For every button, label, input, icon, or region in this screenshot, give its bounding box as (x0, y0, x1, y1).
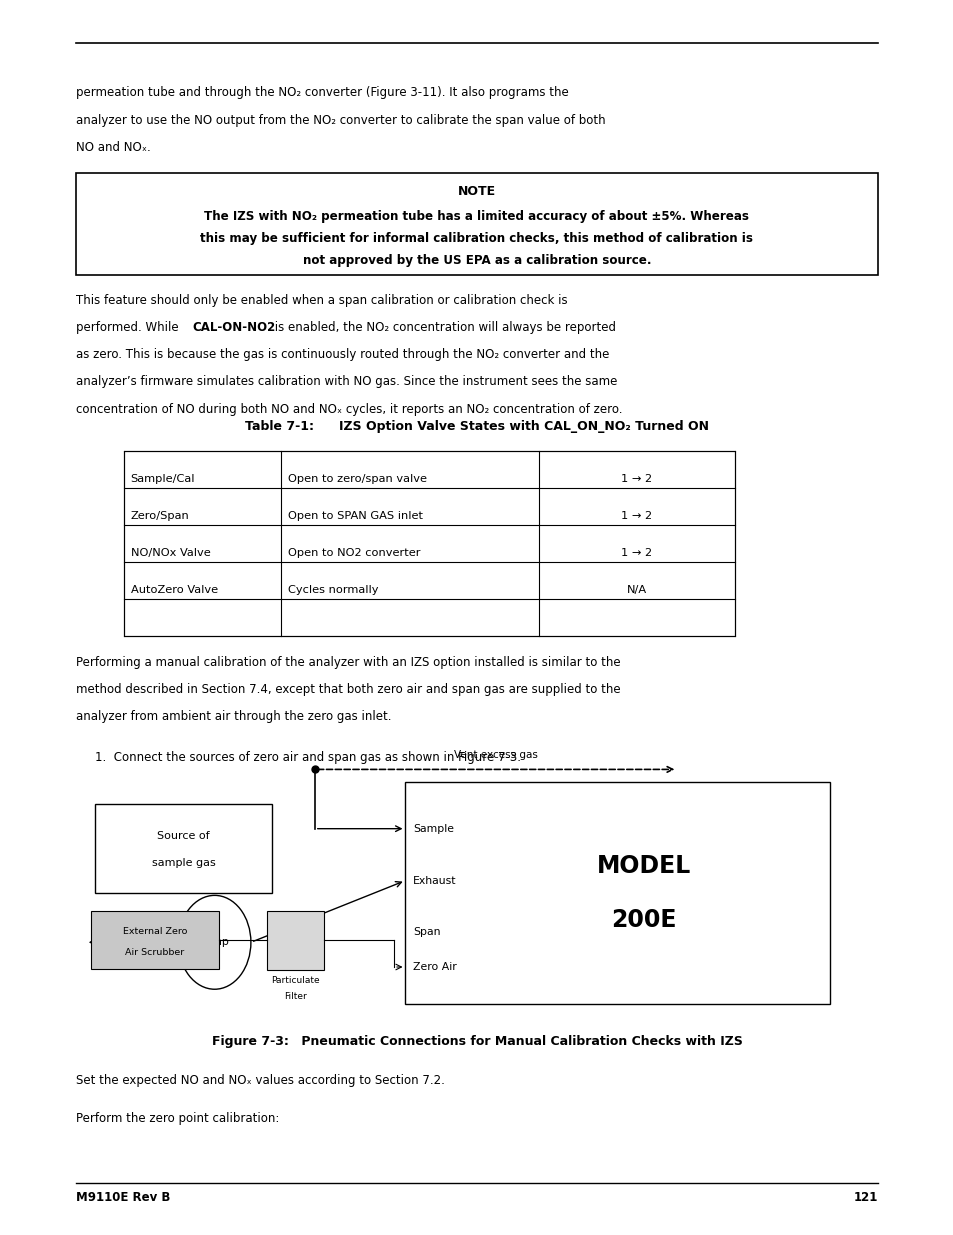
Text: Source of: Source of (157, 831, 210, 841)
Text: Span: Span (413, 927, 440, 937)
Text: This feature should only be enabled when a span calibration or calibration check: This feature should only be enabled when… (76, 294, 567, 308)
Text: Zero Air: Zero Air (413, 962, 456, 972)
Text: method described in Section 7.4, except that both zero air and span gas are supp: method described in Section 7.4, except … (76, 683, 620, 697)
Text: 121: 121 (852, 1191, 877, 1204)
Text: Open to NO2 converter: Open to NO2 converter (288, 547, 420, 558)
Text: Sample/Cal: Sample/Cal (131, 473, 195, 484)
Text: N/A: N/A (626, 584, 646, 595)
Text: Cycles normally: Cycles normally (288, 584, 378, 595)
Text: concentration of NO during both NO and NOₓ cycles, it reports an NO₂ concentrati: concentration of NO during both NO and N… (76, 403, 622, 416)
Text: Pump: Pump (199, 937, 230, 947)
Text: this may be sufficient for informal calibration checks, this method of calibrati: this may be sufficient for informal cali… (200, 232, 753, 246)
Text: Air Scrubber: Air Scrubber (125, 948, 185, 957)
Text: External Zero: External Zero (123, 927, 187, 936)
Text: sample gas: sample gas (152, 858, 215, 868)
Text: Sample: Sample (413, 824, 454, 834)
Text: NO and NOₓ.: NO and NOₓ. (76, 141, 151, 154)
Text: 1 → 2: 1 → 2 (620, 473, 652, 484)
Text: is enabled, the NO₂ concentration will always be reported: is enabled, the NO₂ concentration will a… (271, 321, 616, 335)
Text: MODEL: MODEL (597, 853, 690, 878)
Text: 200E: 200E (611, 908, 676, 932)
Text: Performing a manual calibration of the analyzer with an IZS option installed is : Performing a manual calibration of the a… (76, 656, 620, 669)
Text: Particulate: Particulate (272, 977, 319, 986)
Text: Exhaust: Exhaust (413, 876, 456, 885)
Text: not approved by the US EPA as a calibration source.: not approved by the US EPA as a calibrat… (302, 254, 651, 268)
Text: Perform the zero point calibration:: Perform the zero point calibration: (76, 1113, 279, 1125)
Text: 1.  Connect the sources of zero air and span gas as shown in Figure 7-3.: 1. Connect the sources of zero air and s… (95, 751, 521, 764)
Text: Table 7-1:  IZS Option Valve States with CAL_ON_NO₂ Turned ON: Table 7-1: IZS Option Valve States with … (245, 420, 708, 433)
Text: 1 → 2: 1 → 2 (620, 510, 652, 521)
Text: Figure 7-3: Pneumatic Connections for Manual Calibration Checks with IZS: Figure 7-3: Pneumatic Connections for Ma… (212, 1035, 741, 1049)
Text: analyzer to use the NO output from the NO₂ converter to calibrate the span value: analyzer to use the NO output from the N… (76, 114, 605, 127)
Text: analyzer from ambient air through the zero gas inlet.: analyzer from ambient air through the ze… (76, 710, 392, 724)
Bar (124, 451, 734, 636)
Text: M9110E Rev B: M9110E Rev B (76, 1191, 171, 1204)
Bar (405, 782, 829, 1004)
Text: Open to zero/span valve: Open to zero/span valve (288, 473, 427, 484)
Text: AutoZero Valve: AutoZero Valve (131, 584, 217, 595)
Text: permeation tube and through the NO₂ converter (Figure 3-11). It also programs th: permeation tube and through the NO₂ conv… (76, 86, 569, 100)
Text: analyzer’s firmware simulates calibration with NO gas. Since the instrument sees: analyzer’s firmware simulates calibratio… (76, 375, 617, 389)
Bar (95, 804, 272, 893)
Text: CAL-ON-NO2: CAL-ON-NO2 (193, 321, 275, 335)
Text: Filter: Filter (284, 993, 307, 1002)
Text: 1 → 2: 1 → 2 (620, 547, 652, 558)
Text: performed. While: performed. While (76, 321, 183, 335)
Text: as zero. This is because the gas is continuously routed through the NO₂ converte: as zero. This is because the gas is cont… (76, 348, 609, 362)
Bar (91, 911, 219, 969)
Text: Set the expected NO and NOₓ values according to Section 7.2.: Set the expected NO and NOₓ values accor… (76, 1074, 445, 1088)
Bar (76, 173, 877, 275)
Text: NOTE: NOTE (457, 185, 496, 199)
Text: Vent excess gas: Vent excess gas (454, 750, 537, 760)
Text: Open to SPAN GAS inlet: Open to SPAN GAS inlet (288, 510, 423, 521)
Text: The IZS with NO₂ permeation tube has a limited accuracy of about ±5%. Whereas: The IZS with NO₂ permeation tube has a l… (204, 210, 749, 224)
Text: NO/NOx Valve: NO/NOx Valve (131, 547, 211, 558)
Text: Zero/Span: Zero/Span (131, 510, 190, 521)
Bar (267, 911, 324, 971)
